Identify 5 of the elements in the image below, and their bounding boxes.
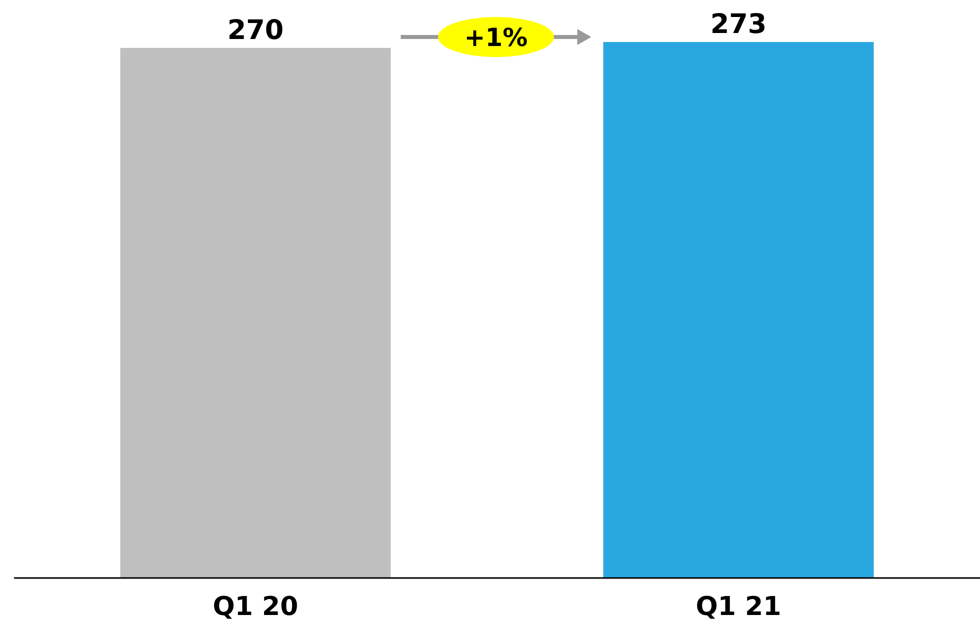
data-label: 270 [227, 14, 284, 46]
annotation: +1% [464, 23, 528, 52]
x-tick-label: Q1 21 [696, 592, 782, 621]
data-label: 273 [710, 9, 767, 40]
x-tick-label: Q1 20 [212, 592, 298, 621]
